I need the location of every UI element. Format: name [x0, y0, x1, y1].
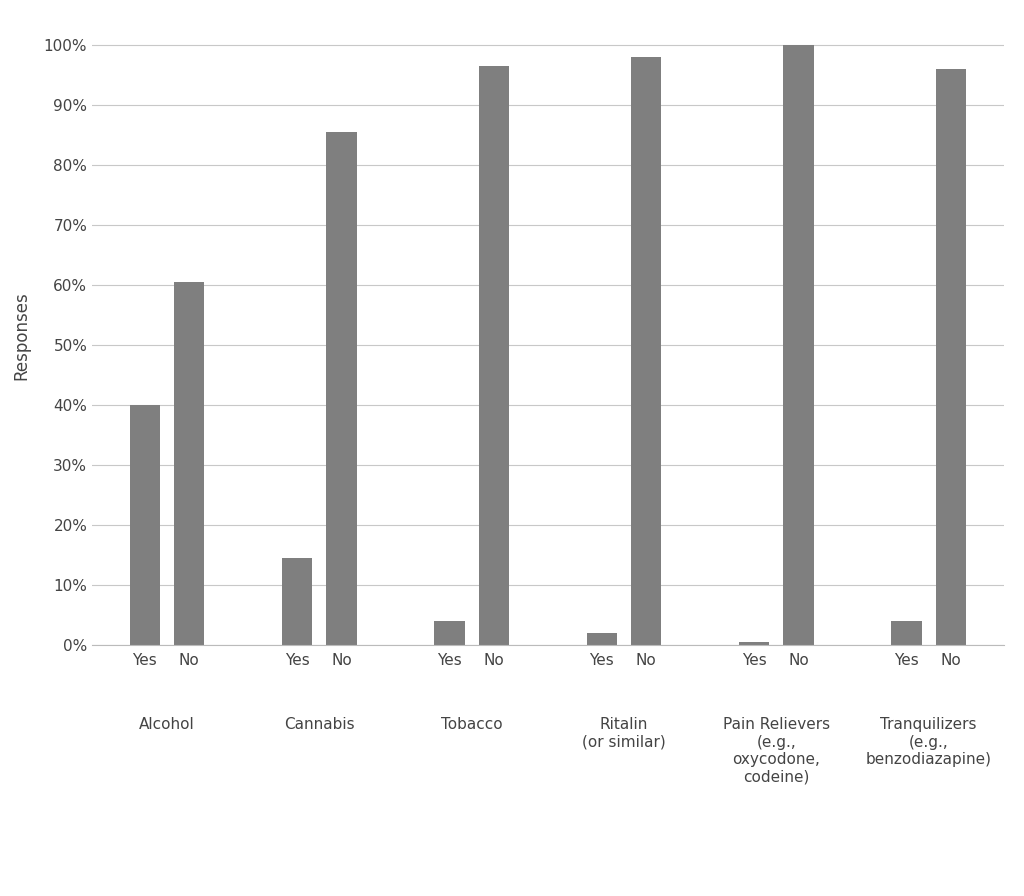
- Bar: [783, 45, 814, 645]
- Bar: [587, 633, 617, 645]
- Bar: [631, 56, 662, 645]
- Bar: [174, 282, 205, 645]
- Bar: [434, 621, 465, 645]
- Text: Tobacco: Tobacco: [441, 718, 503, 732]
- Text: Pain Relievers
(e.g.,
oxycodone,
codeine): Pain Relievers (e.g., oxycodone, codeine…: [723, 718, 829, 785]
- Text: Tranquilizers
(e.g.,
benzodiazapine): Tranquilizers (e.g., benzodiazapine): [865, 718, 991, 767]
- Bar: [282, 558, 312, 645]
- Text: Ritalin
(or similar): Ritalin (or similar): [582, 718, 666, 750]
- Y-axis label: Responses: Responses: [12, 291, 30, 381]
- Text: Alcohol: Alcohol: [139, 718, 195, 732]
- Bar: [478, 66, 509, 645]
- Bar: [936, 69, 966, 645]
- Text: Cannabis: Cannabis: [284, 718, 354, 732]
- Bar: [739, 642, 769, 645]
- Bar: [327, 132, 356, 645]
- Bar: [130, 405, 160, 645]
- Bar: [891, 621, 922, 645]
